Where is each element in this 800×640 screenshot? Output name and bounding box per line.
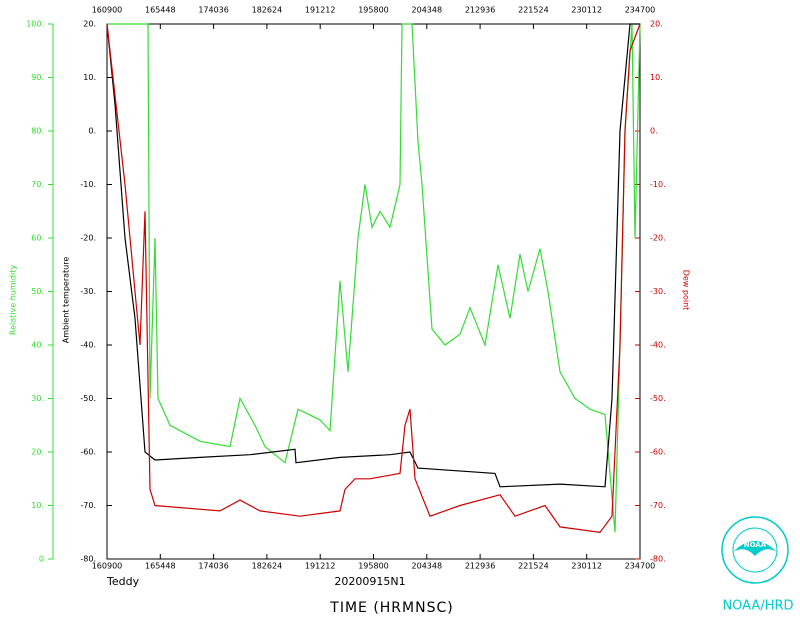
y2-tick-label: -30. [650,287,666,296]
y3-tick-label: 30. [31,394,44,403]
x-tick-label: 165448 [145,562,176,571]
x-tick-label-top: 195800 [358,6,389,15]
credit: NOAA/HRD [722,599,793,614]
dew-axis-title: Dew point [682,270,691,311]
x-tick-label-top: 160900 [92,6,123,15]
y2-tick-label: -40. [650,341,666,350]
logo-ring [721,516,789,584]
y2-tick-label: 10. [650,73,663,82]
y2-tick-label: -80. [650,555,666,564]
y-tick-label: -10. [80,180,96,189]
x-tick-label-top: 234700 [625,6,656,15]
y-tick-label: -50. [80,394,96,403]
y-tick-label: 0. [88,127,96,136]
y2-tick-label: -60. [650,448,666,457]
logo-inner [732,527,778,573]
y3-tick-label: 80. [31,127,44,136]
x-tick-label-top: 221524 [518,6,549,15]
y2-tick-label: 0. [650,127,658,136]
rh-axis-title: Relative humidity [9,265,18,335]
y-tick-label: -20. [80,234,96,243]
y2-tick-label: -70. [650,501,666,510]
x-tick-label-top: 230112 [571,6,602,15]
y2-tick-label: -50. [650,394,666,403]
y-tick-label: -80. [80,555,96,564]
y3-tick-label: 50. [31,287,44,296]
x-tick-label-top: 165448 [145,6,176,15]
series-line [106,23,641,533]
x-tick-label: 221524 [518,562,549,571]
y3-tick-label: 70. [31,180,44,189]
y-tick-label: -40. [80,341,96,350]
y2-tick-label: -10. [650,180,666,189]
series-line [106,23,640,488]
x-tick-label: 191212 [305,562,336,571]
y-tick-label: 10. [83,73,96,82]
noaa-logo: NOAA [721,516,789,584]
storm-name: Teddy [106,575,140,588]
x-tick-label-top: 212936 [465,6,496,15]
x-tick-label: 182624 [252,562,283,571]
y-tick-label: 20. [83,20,96,29]
y-tick-label: -60. [80,448,96,457]
logo-text: NOAA [744,541,767,549]
x-tick-label: 234700 [625,562,656,571]
y3-tick-label: 100. [26,20,44,29]
x-axis-title: TIME (HRMNSC) [329,600,453,616]
y3-tick-label: 0 [39,555,44,564]
y3-tick-label: 60. [31,234,44,243]
x-tick-label-top: 174036 [198,6,229,15]
x-tick-label-top: 182624 [252,6,283,15]
x-tick-label: 195800 [358,562,389,571]
y3-tick-label: 10. [31,501,44,510]
series-line [107,23,641,533]
logo-bird [733,541,777,556]
x-tick-label: 230112 [571,562,602,571]
y3-tick-label: 20. [31,448,44,457]
x-tick-label-top: 191212 [305,6,336,15]
flight-id: 20200915N1 [334,575,405,588]
x-tick-label-top: 204348 [412,6,443,15]
y-tick-label: -70. [80,501,96,510]
y-tick-label: -30. [80,287,96,296]
y2-tick-label: -20. [650,234,666,243]
temp-axis-title: Ambient temperature [62,257,71,344]
x-tick-label: 174036 [198,562,229,571]
x-tick-label: 212936 [465,562,496,571]
y3-tick-label: 40. [31,341,44,350]
y3-tick-label: 90. [31,73,44,82]
x-tick-label: 204348 [412,562,443,571]
x-tick-label: 160900 [92,562,123,571]
y2-tick-label: 20. [650,20,663,29]
